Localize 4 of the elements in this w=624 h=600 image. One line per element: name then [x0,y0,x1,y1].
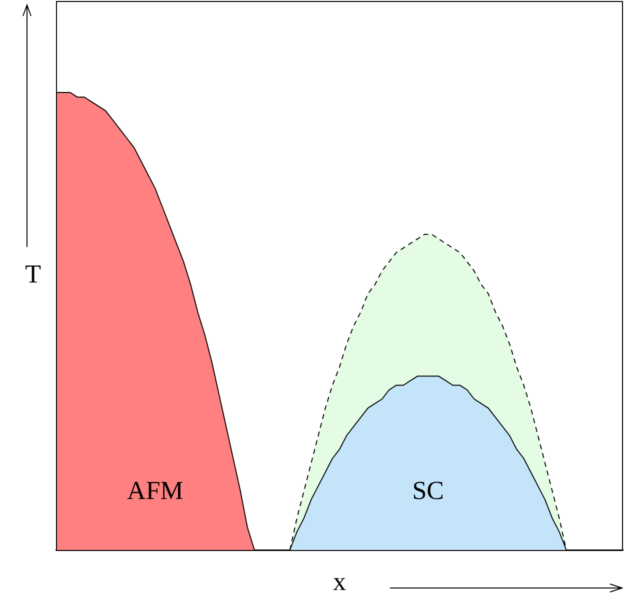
series-label: AFM [127,476,184,505]
x-axis-title: x [333,566,346,596]
y-axis-title: T [25,259,42,288]
series-label: SC [412,476,444,505]
